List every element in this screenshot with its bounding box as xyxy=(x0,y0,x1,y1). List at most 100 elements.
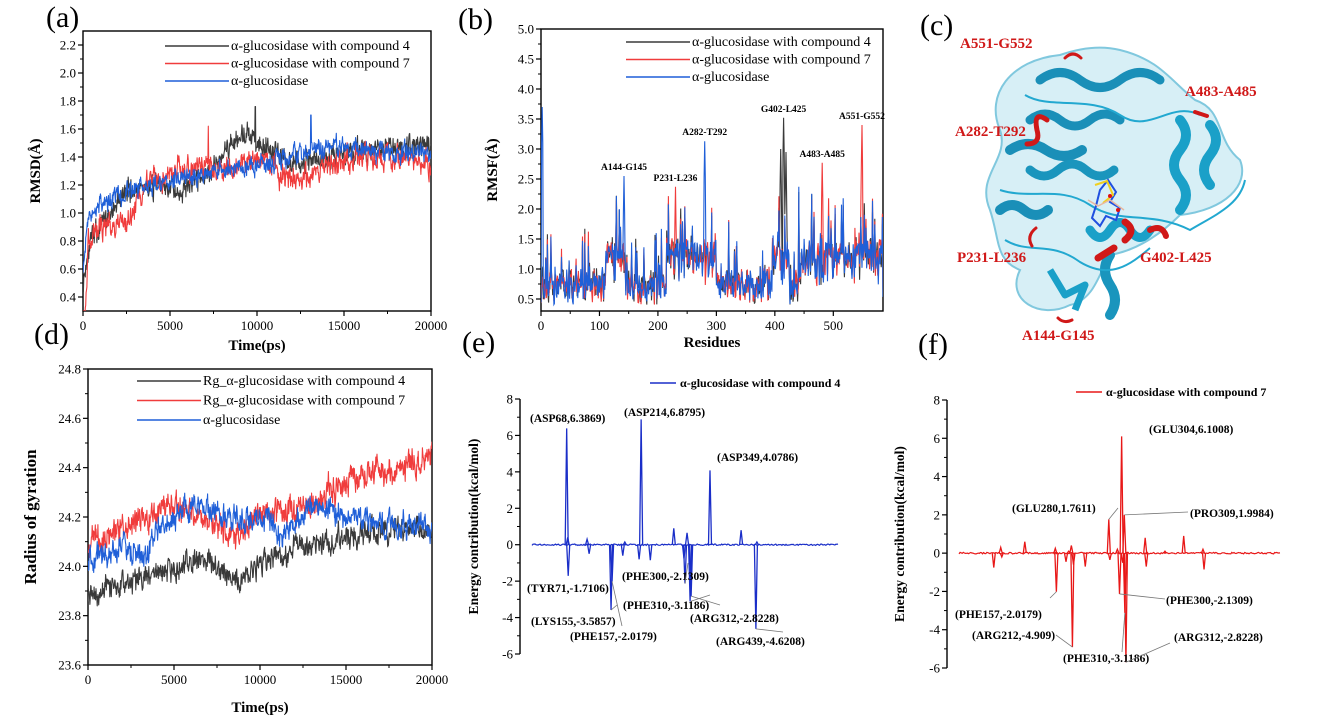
y-tick-label: 1.4 xyxy=(60,150,77,165)
y-tick-label: 1.0 xyxy=(518,262,534,277)
energy-spike xyxy=(1053,546,1058,554)
y-tick-label: 24.4 xyxy=(58,460,81,475)
panel-b-rmsf-chart: 0.5 1.0 1.5 2.0 2.5 3.0 3.5 4.0 4.5 5.0 0 100 200 300… xyxy=(485,22,885,352)
y-tick-label: -2 xyxy=(929,584,940,599)
energy-spike xyxy=(998,544,1003,554)
energy-spike xyxy=(586,544,592,554)
x-tick-label: 0 xyxy=(538,318,545,333)
y-tick-label: -6 xyxy=(502,647,513,662)
energy-spike xyxy=(1181,535,1186,554)
annotation-leader-line xyxy=(1049,591,1057,599)
region-label-a282-t292: A282-T292 xyxy=(955,124,1026,140)
residue-annotation: (ARG312,-2.8228) xyxy=(1174,632,1263,644)
residue-annotation: (PRO309,1.9984) xyxy=(1190,508,1274,520)
panel-label-f: (f) xyxy=(918,328,948,361)
x-tick-label: 5000 xyxy=(161,672,187,687)
region-label-a483-a485: A483-A485 xyxy=(1185,84,1257,100)
y-tick-label: 8 xyxy=(934,393,941,408)
energy-spike xyxy=(1119,436,1124,554)
x-tick-label: 300 xyxy=(707,318,727,333)
region-label-a551-g552: A551-G552 xyxy=(960,36,1033,52)
energy-spike xyxy=(999,552,1004,559)
series-line-compound-4 xyxy=(83,106,431,293)
energy-spike xyxy=(622,540,627,546)
y-tick-label: -4 xyxy=(502,610,513,625)
energy-spike xyxy=(1054,553,1059,592)
x-tick-label: 10000 xyxy=(241,318,274,333)
x-tick-label: 5000 xyxy=(157,318,183,333)
y-tick-label: 5.0 xyxy=(518,22,534,37)
y-tick-label: 2.0 xyxy=(60,66,76,81)
panel-e-energy-chart: -6 -4 -2 0 2 4 6 8 (ASP68,6.3869) (ASP214,6.8795)… xyxy=(466,376,840,662)
series-line-apo-enzyme xyxy=(88,492,432,574)
energy-spike xyxy=(620,544,625,556)
series-line-compound-7 xyxy=(88,441,432,559)
residue-annotation: (PHE300,-2.1309) xyxy=(622,571,709,583)
energy-spike xyxy=(1063,553,1069,562)
region-label-a144-g145: A144-G145 xyxy=(1022,328,1095,344)
residue-annotation: (LYS155,-3.5857) xyxy=(531,616,616,628)
y-tick-label: 4 xyxy=(507,464,514,479)
x-tick-label: 400 xyxy=(765,318,785,333)
panel-label-c: (c) xyxy=(920,9,953,42)
series-line-apo-enzyme xyxy=(541,106,883,307)
energy-spike xyxy=(1069,545,1074,554)
y-tick-label: 23.8 xyxy=(58,608,81,623)
y-tick-label: 4 xyxy=(934,469,941,484)
energy-spike xyxy=(636,544,642,560)
y-tick-label: 3.0 xyxy=(518,142,534,157)
energy-baseline xyxy=(958,551,1281,555)
legend-label: α-glucosidase with compound 4 xyxy=(680,376,840,390)
peak-annotation: A282-T292 xyxy=(682,128,727,138)
x-tick-label: 200 xyxy=(648,318,668,333)
y-tick-label: 0.4 xyxy=(60,290,77,305)
legend-label: Rg_α-glucosidase with compound 4 xyxy=(203,374,405,389)
x-tick-label: 10000 xyxy=(244,672,277,687)
panel-label-e: (e) xyxy=(462,326,495,359)
y-tick-label: 24.6 xyxy=(58,411,81,426)
y-tick-label: 1.2 xyxy=(60,178,76,193)
peak-annotation: G402-L425 xyxy=(761,105,807,115)
y-axis-title: RMSD(Å) xyxy=(28,139,44,204)
panel-label-a: (a) xyxy=(46,1,79,34)
x-tick-label: 15000 xyxy=(330,672,363,687)
y-tick-label: 2.0 xyxy=(518,202,534,217)
energy-spike xyxy=(738,530,744,545)
y-tick-label: 6 xyxy=(934,431,941,446)
y-tick-label: 2 xyxy=(507,501,514,516)
energy-spike xyxy=(638,419,644,545)
y-tick-label: 0.8 xyxy=(60,234,76,249)
energy-spike xyxy=(1022,541,1027,554)
region-label-p231-l236: P231-L236 xyxy=(957,250,1027,266)
energy-spike xyxy=(754,540,759,546)
legend-label: α-glucosidase with compound 7 xyxy=(231,57,410,72)
residue-annotation: (ARG312,-2.8228) xyxy=(690,613,779,625)
x-axis-title: Time(ps) xyxy=(228,338,285,354)
y-tick-label: -2 xyxy=(502,574,513,589)
series-line-apo-enzyme xyxy=(83,114,431,273)
energy-spike xyxy=(1071,553,1076,565)
x-tick-label: 0 xyxy=(80,318,87,333)
y-tick-label: 24.2 xyxy=(58,510,81,525)
residue-annotation: (PHE157,-2.0179) xyxy=(955,609,1042,621)
y-tick-label: -6 xyxy=(929,661,940,676)
y-tick-label: 4.5 xyxy=(518,52,534,67)
annotation-leader-line xyxy=(1124,511,1189,516)
y-axis-title: Radius of gyration xyxy=(21,449,40,585)
highlighted-regions xyxy=(1024,52,1209,324)
panel-f-energy-chart: -6 -4 -2 0 2 4 6 8 (GLU304,6.1008) (GLU280,1.7611… xyxy=(892,385,1281,676)
legend-label: α-glucosidase with compound 4 xyxy=(231,39,410,54)
y-tick-label: 2 xyxy=(934,507,941,522)
residue-annotation: (PHE310,-3.1186) xyxy=(1063,653,1149,665)
energy-spike xyxy=(565,537,570,545)
energy-spike xyxy=(1162,550,1167,554)
energy-spike xyxy=(1083,553,1088,567)
residue-annotation: (GLU280,1.7611) xyxy=(1012,503,1096,515)
x-axis-title: Time(ps) xyxy=(231,700,288,716)
y-tick-label: -4 xyxy=(929,622,940,637)
ligand-sticks xyxy=(1087,178,1125,228)
series-line-compound-7 xyxy=(83,125,431,311)
residue-annotation: (ASP68,6.3869) xyxy=(530,413,606,425)
legend-label: α-glucosidase with compound 4 xyxy=(692,35,871,50)
